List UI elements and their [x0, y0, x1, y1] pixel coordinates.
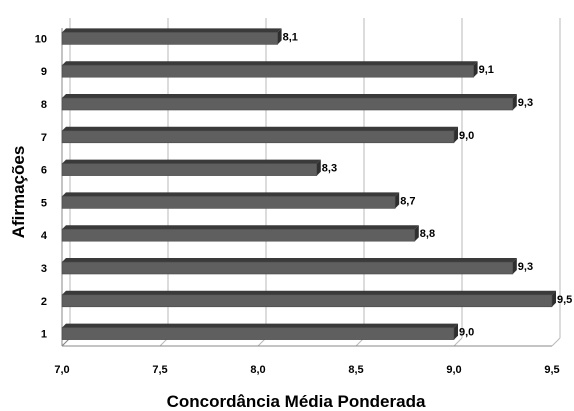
- x-tick-labels: 7,0 7,5 8,0 8,5 9,0 9,5: [54, 364, 559, 376]
- bar-top-face: [62, 159, 321, 164]
- y-tick-label: 8: [41, 99, 47, 111]
- bar-end-face: [454, 323, 458, 340]
- bar-end-face: [414, 225, 419, 242]
- grid-floor-line: [453, 337, 463, 347]
- bar-end-face: [473, 61, 478, 78]
- y-tick-label: 9: [41, 66, 47, 78]
- data-label: 8,3: [322, 163, 337, 175]
- bar: [61, 294, 553, 308]
- data-labels: 9,0 9,5 9,3 8,8 8,7 8,3 9,0 9,3 9,1 8,1: [283, 31, 573, 338]
- y-tick-label: 4: [41, 230, 48, 242]
- y-tick-labels: 1 2 3 4 5 6 7 8 9 10: [35, 33, 48, 340]
- x-tick-label: 8,0: [250, 364, 265, 376]
- x-tick-label: 8,5: [348, 364, 363, 376]
- bar: [61, 261, 514, 275]
- y-tick-label: 7: [41, 132, 47, 144]
- bar: [61, 97, 514, 111]
- data-label: 8,1: [283, 31, 298, 43]
- grid-floor-line: [551, 337, 561, 347]
- bar-end-face: [552, 290, 556, 307]
- data-label: 9,3: [518, 261, 533, 273]
- bar-top-face: [62, 258, 517, 262]
- data-label: 9,0: [459, 130, 474, 142]
- bar-end-face: [316, 159, 321, 176]
- data-label: 9,5: [557, 294, 572, 306]
- bar-end-face: [454, 126, 458, 143]
- x-tick-label: 9,5: [544, 364, 559, 376]
- bar: [61, 327, 455, 340]
- y-tick-label: 2: [41, 296, 47, 308]
- bar: [61, 64, 474, 78]
- data-label: 9,1: [479, 64, 494, 76]
- y-tick-label: 3: [41, 263, 47, 275]
- x-tick-label: 9,0: [446, 364, 461, 376]
- bar-top-face: [62, 61, 478, 66]
- bars: [61, 28, 556, 340]
- bar-top-face: [62, 290, 556, 295]
- data-label: 9,3: [518, 97, 533, 109]
- bar-top-face: [62, 126, 458, 131]
- y-tick-label: 10: [35, 33, 47, 45]
- y-tick-label: 1: [41, 329, 47, 341]
- bar: [61, 163, 318, 176]
- data-label: 8,7: [400, 195, 415, 207]
- bar: [61, 32, 278, 45]
- x-axis-title: Concordância Média Ponderada: [167, 392, 426, 411]
- bar-end-face: [277, 28, 282, 45]
- bar-top-face: [62, 323, 458, 328]
- y-tick-label: 5: [41, 197, 47, 209]
- bar-top-face: [62, 192, 400, 197]
- data-label: 9,0: [459, 327, 474, 339]
- data-label: 8,8: [420, 228, 435, 240]
- x-tick-label: 7,5: [152, 364, 167, 376]
- y-axis-title: Afirmações: [9, 146, 28, 239]
- bar-end-face: [512, 94, 517, 110]
- x-tick-label: 7,0: [54, 364, 69, 376]
- bar-end-face: [395, 192, 400, 209]
- y-tick-label: 6: [41, 165, 47, 177]
- bar-top-face: [62, 94, 517, 98]
- bar-end-face: [512, 258, 517, 274]
- bar-top-face: [62, 225, 419, 230]
- bar-top-face: [62, 28, 282, 33]
- bar: [61, 228, 416, 242]
- bar: [61, 130, 455, 144]
- bar: [61, 196, 396, 209]
